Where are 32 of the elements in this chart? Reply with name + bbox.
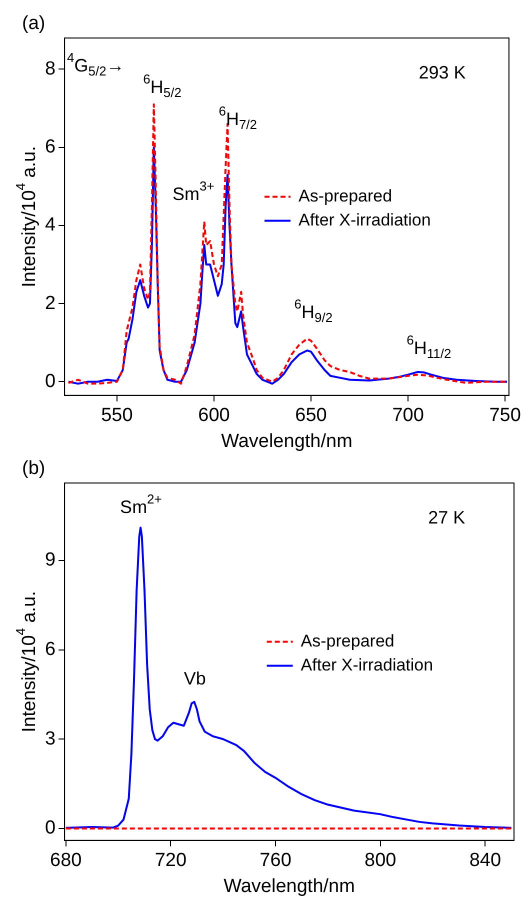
x-tick-label: 600: [198, 405, 230, 426]
y-axis-title: Intensity/104 a.u.: [13, 591, 40, 732]
x-tick-label: 840: [469, 850, 502, 872]
y-tick-label: 8: [44, 58, 56, 80]
chart-title: (a): [22, 13, 46, 34]
legend-label: After X-irradiation: [300, 655, 434, 674]
x-tick-label: 700: [392, 405, 424, 426]
chart-title: (b): [22, 458, 46, 480]
y-tick-label: 6: [44, 639, 56, 660]
x-axis-title: Wavelength/nm: [221, 430, 352, 452]
legend-label: As-prepared: [300, 631, 394, 650]
y-tick-label: 6: [44, 136, 56, 158]
y-tick-label: 3: [44, 728, 56, 750]
legend-label: As-prepared: [298, 186, 392, 206]
annotation: Vb: [184, 668, 206, 689]
y-tick-label: 0: [44, 370, 56, 392]
y-tick-label: 0: [44, 818, 56, 839]
x-tick-label: 760: [260, 850, 292, 872]
x-tick-label: 720: [154, 850, 187, 872]
y-axis-title: Intensity/104 a.u.: [13, 146, 40, 288]
x-axis-title: Wavelength/nm: [224, 876, 355, 897]
legend-label: After X-irradiation: [298, 210, 431, 230]
x-tick-label: 800: [364, 850, 396, 872]
x-tick-label: 750: [489, 405, 521, 426]
x-tick-label: 550: [101, 405, 133, 426]
x-tick-label: 680: [50, 850, 82, 872]
y-tick-label: 9: [44, 550, 56, 571]
x-tick-label: 650: [295, 405, 327, 426]
annotation: 293 K: [418, 62, 466, 83]
y-tick-label: 4: [44, 214, 56, 236]
annotation: 27 K: [428, 508, 466, 528]
y-tick-label: 2: [44, 292, 56, 314]
